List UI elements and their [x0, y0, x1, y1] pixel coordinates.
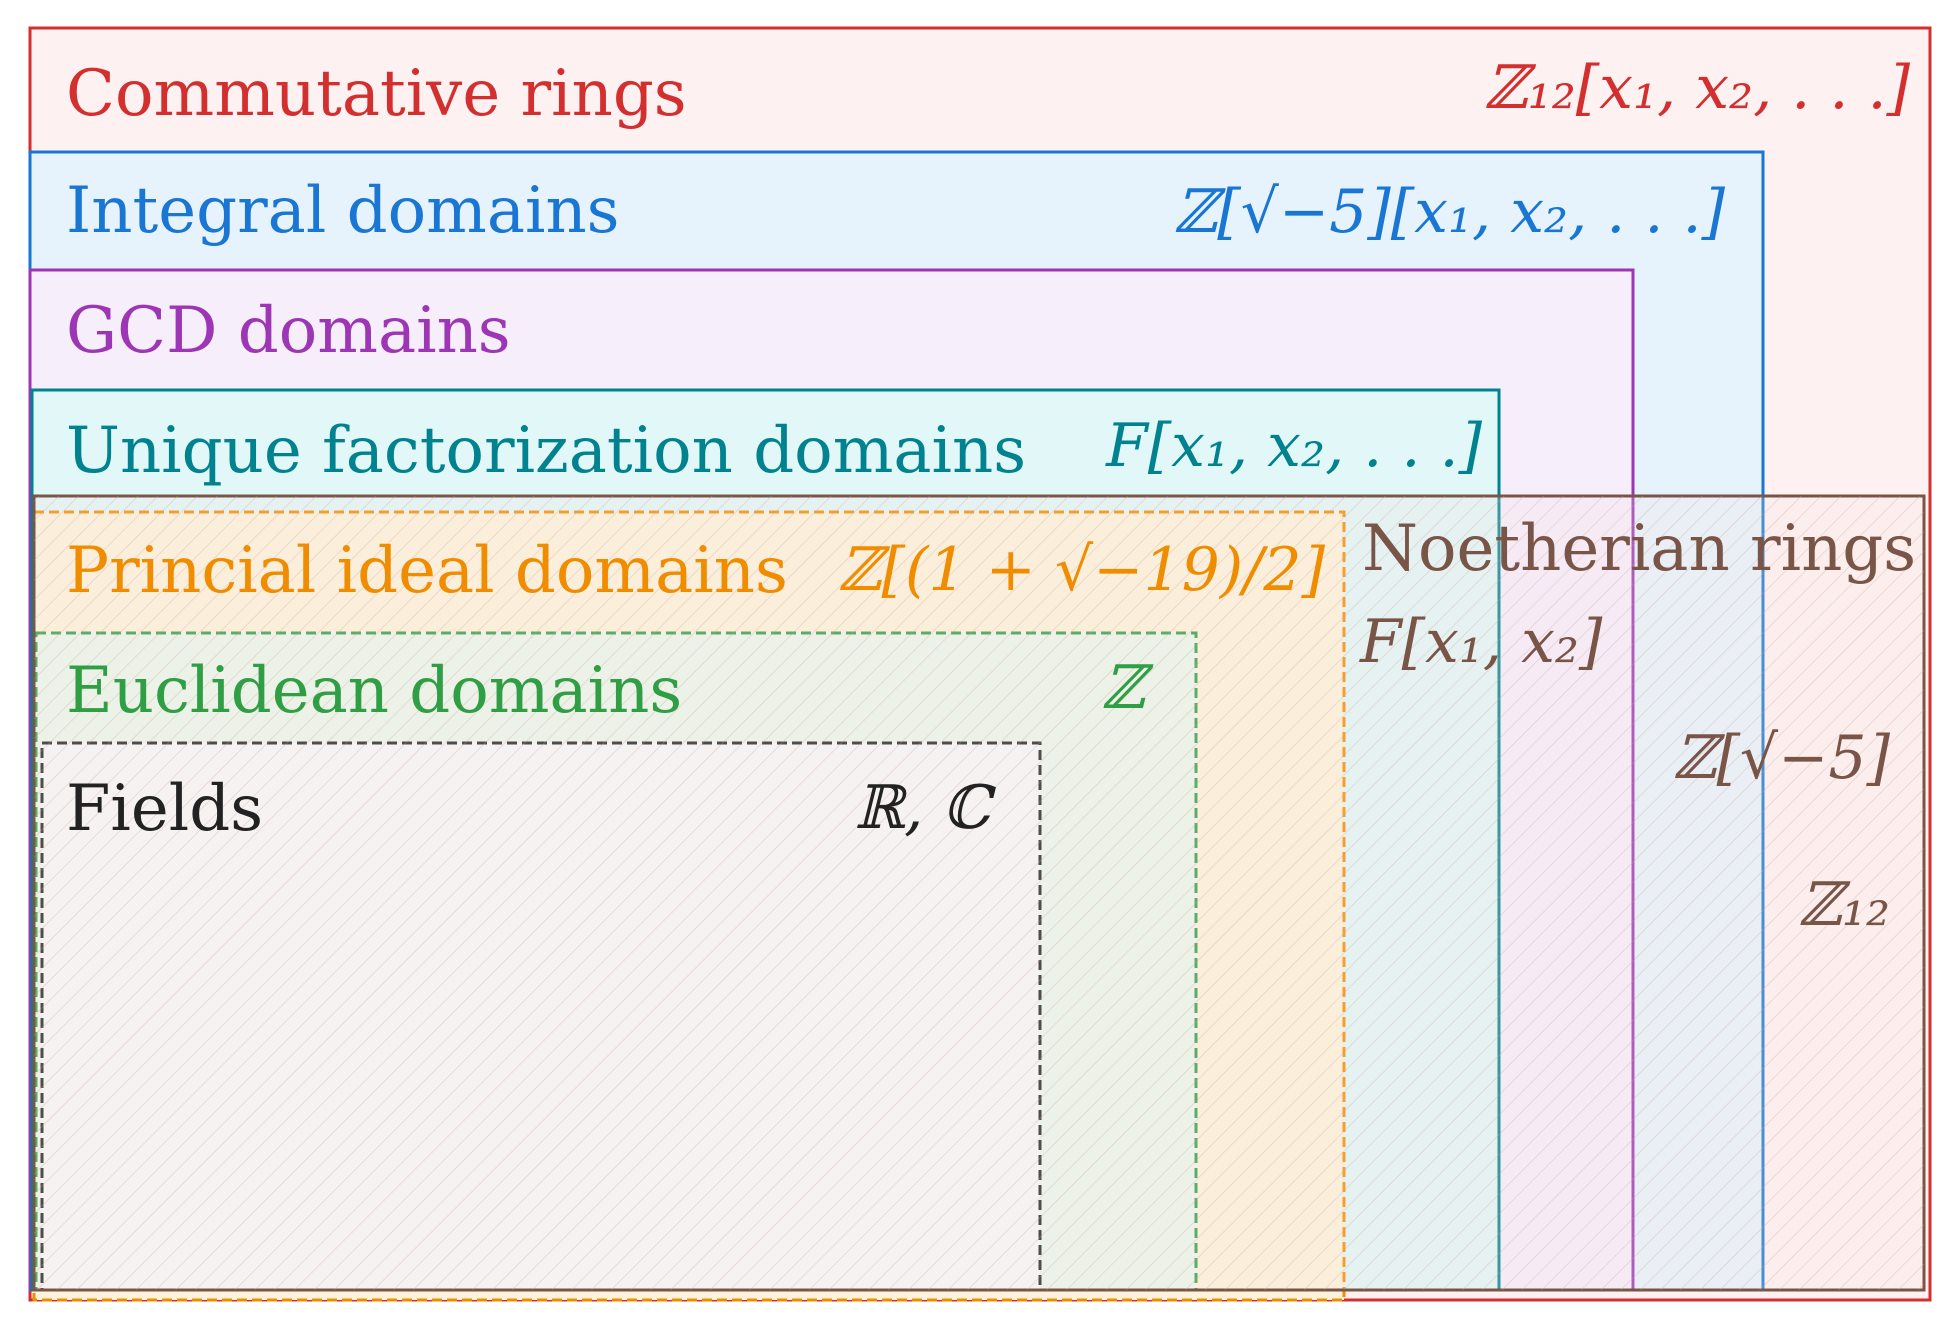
pid-example: ℤ[(1 + √−19)/2] [838, 535, 1326, 605]
gcd-domains-label: GCD domains [66, 294, 511, 368]
fields-example: ℝ, ℂ [854, 773, 996, 843]
noetherian-example-3: ℤ₁₂ [1798, 870, 1890, 940]
euclidean-domains-label: Euclidean domains [66, 654, 682, 728]
noetherian-hatch [34, 496, 1924, 1290]
ufd-example: F[x₁, x₂, . . .] [1105, 411, 1482, 481]
noetherian-example-1: F[x₁, x₂] [1359, 607, 1603, 677]
noetherian-example-2: ℤ[√−5] [1673, 723, 1891, 793]
pid-label: Princial ideal domains [66, 534, 788, 608]
integral-domains-example: ℤ[√−5][x₁, x₂, . . .] [1173, 177, 1725, 247]
ufd-label: Unique factorization domains [66, 414, 1026, 488]
commutative-rings-label: Commutative rings [66, 57, 687, 131]
fields-label: Fields [66, 772, 263, 846]
commutative-rings-example: ℤ₁₂[x₁, x₂, . . .] [1484, 53, 1911, 123]
integral-domains-label: Integral domains [66, 174, 620, 248]
noetherian-rings-label: Noetherian rings [1362, 512, 1916, 586]
